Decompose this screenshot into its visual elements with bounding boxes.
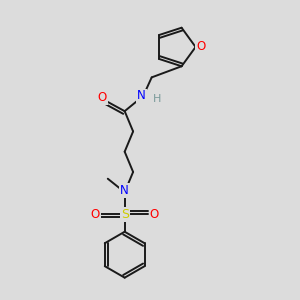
Text: O: O <box>98 91 107 104</box>
Text: H: H <box>153 94 162 104</box>
Text: N: N <box>137 89 146 103</box>
Text: O: O <box>150 208 159 221</box>
Text: O: O <box>196 40 205 53</box>
Text: S: S <box>121 208 129 221</box>
Text: O: O <box>90 208 100 221</box>
Text: N: N <box>120 184 129 197</box>
